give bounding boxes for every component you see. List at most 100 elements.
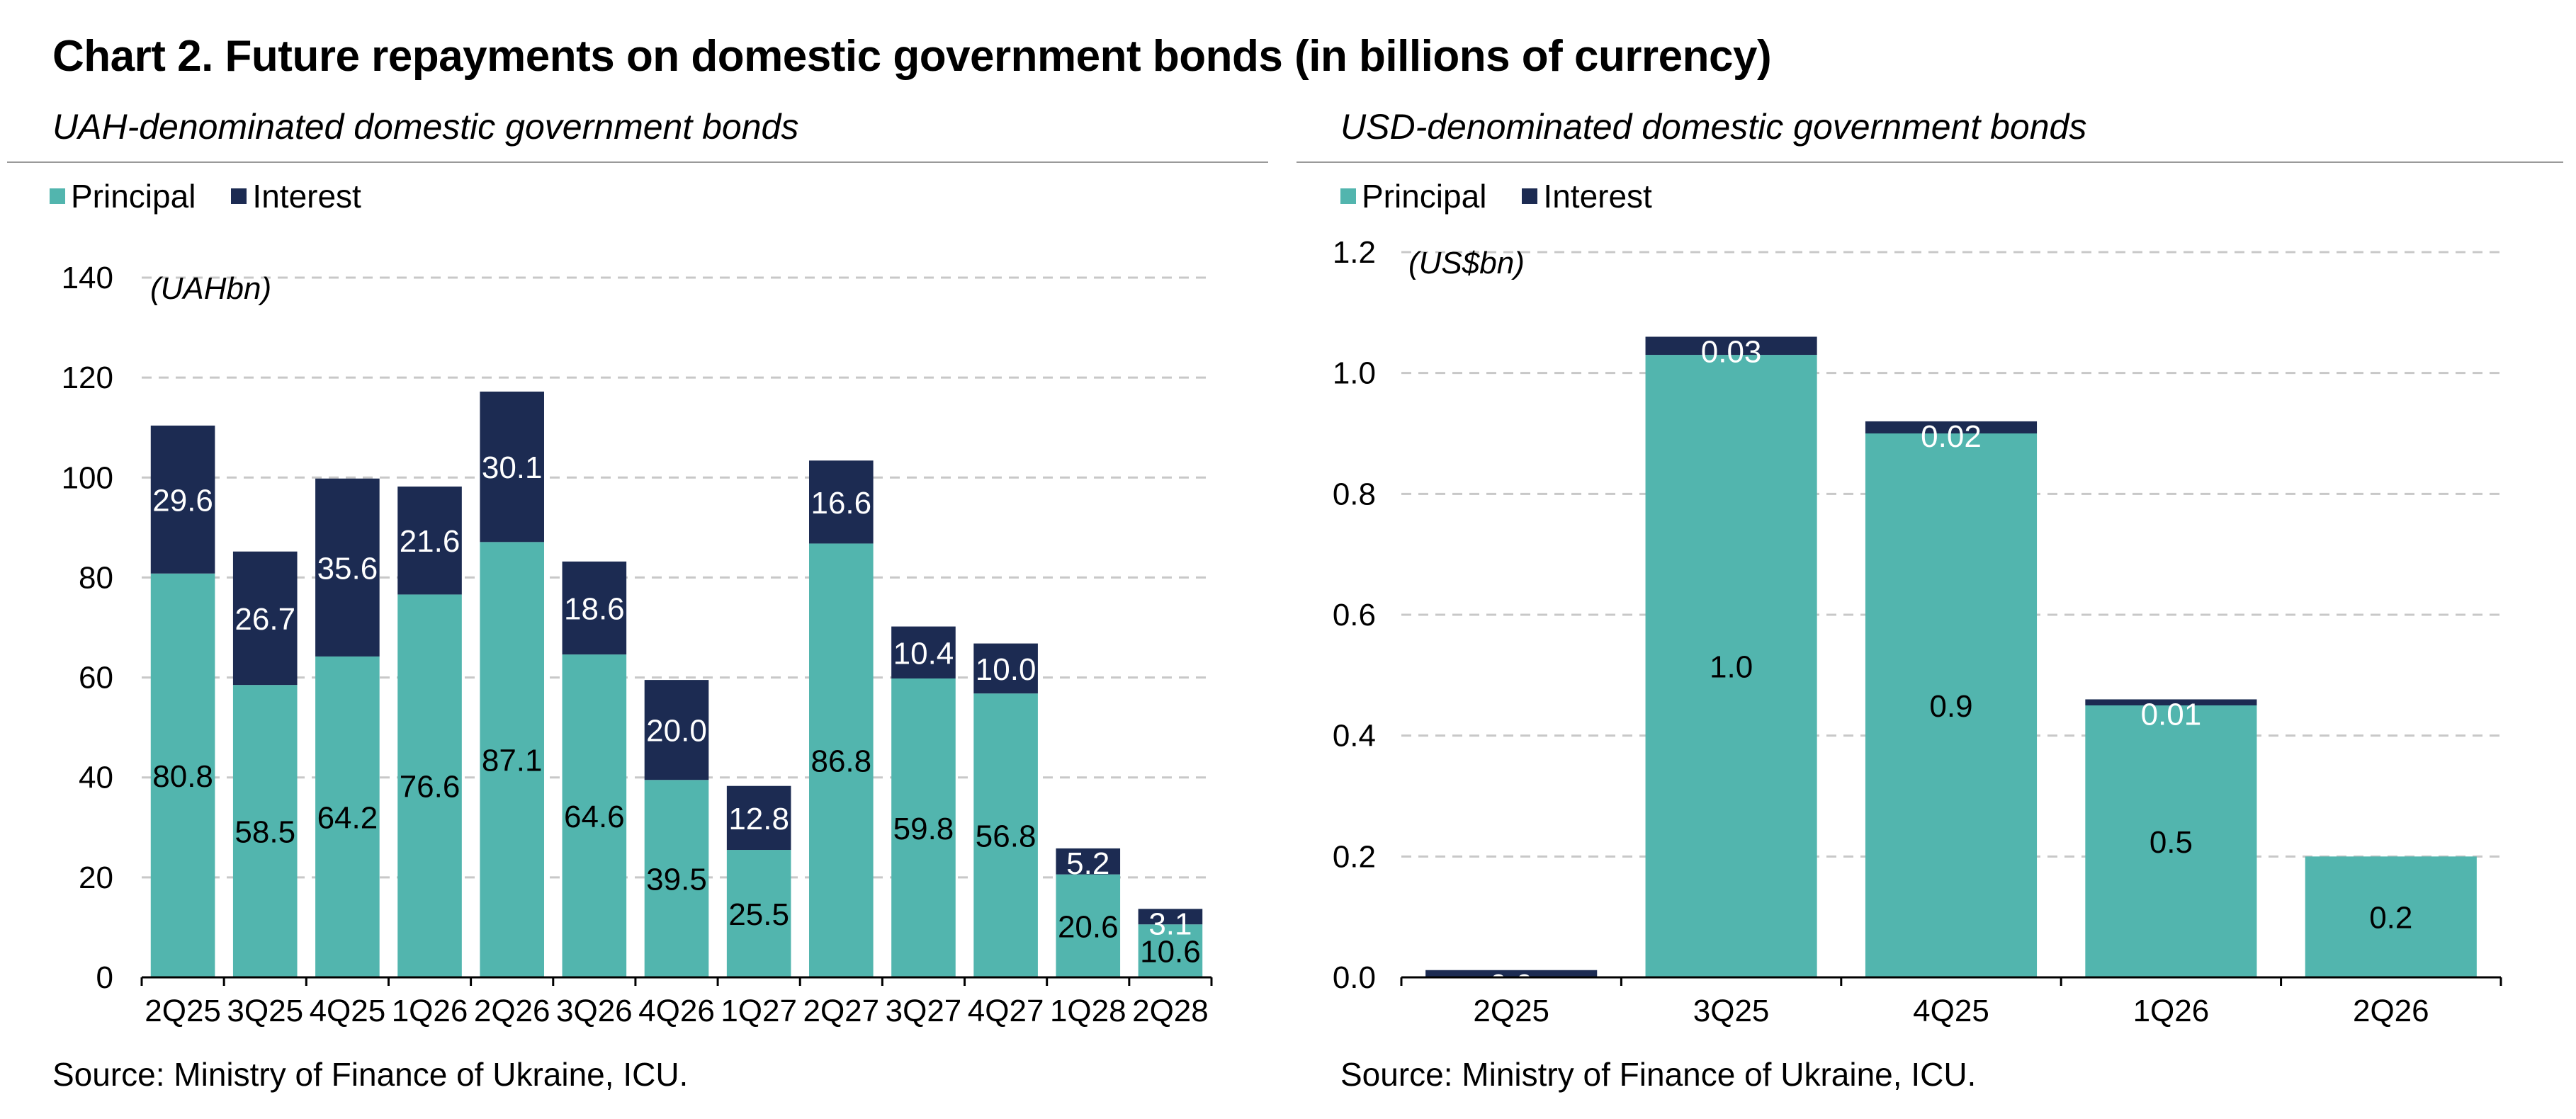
- y-tick-label: 1.2: [1333, 235, 1376, 270]
- y-tick-label: 80: [79, 560, 113, 595]
- principal-value-label: 80.8: [152, 759, 213, 794]
- interest-value-label: 3.1: [1148, 907, 1192, 941]
- uah-bar-chart: 0 20 40 60 80 100 120 140 (UAHbn) 80.8 29.6 58.5 26.…: [62, 261, 1213, 1028]
- x-tick-label: 3Q27: [886, 994, 962, 1028]
- y-unit-label: (UAHbn): [150, 271, 271, 306]
- interest-value-label: 5.2: [1066, 846, 1109, 881]
- principal-bar: [973, 693, 1038, 977]
- x-tick-label: 1Q26: [392, 994, 468, 1028]
- x-tick-label: 3Q25: [227, 994, 303, 1028]
- principal-bar: [1645, 355, 1817, 978]
- interest-bar: [809, 460, 874, 544]
- interest-bar: [1645, 336, 1817, 356]
- usd-divider: [1297, 161, 2563, 163]
- interest-bar: [726, 785, 791, 851]
- principal-bar: [232, 685, 298, 977]
- principal-value-label: 76.6: [400, 770, 461, 805]
- x-tick-label: 2Q26: [474, 994, 550, 1028]
- interest-value-label: 35.6: [317, 551, 378, 586]
- x-tick-label: 2Q25: [145, 994, 221, 1028]
- y-tick-label: 1.0: [1333, 356, 1376, 391]
- usd-source-note: Source: Ministry of Finance of Ukraine, …: [1340, 1056, 1977, 1093]
- interest-bar: [480, 391, 544, 543]
- uah-chart-subtitle: UAH-denominated domestic government bond…: [52, 107, 799, 147]
- interest-value-label: 0.03: [1701, 334, 1762, 369]
- principal-bar: [150, 573, 215, 977]
- x-tick-label: 4Q25: [310, 994, 386, 1028]
- y-tick-label: 60: [79, 661, 113, 695]
- y-tick-label: 0.6: [1333, 598, 1376, 632]
- x-tick-label: 1Q26: [2133, 994, 2210, 1028]
- usd-bar-chart: 0.0 0.2 0.4 0.6 0.8 1.0 1.2 (US$bn) 0.0 1.0 0.03 0.…: [1333, 235, 2502, 1028]
- interest-bar: [562, 561, 627, 655]
- x-tick-label: 4Q27: [968, 994, 1044, 1028]
- legend-item-principal: Principal: [50, 177, 196, 215]
- principal-swatch: [1340, 188, 1356, 204]
- principal-value-label: 64.2: [317, 800, 378, 835]
- principal-bar: [1138, 924, 1203, 977]
- y-tick-label: 20: [79, 860, 113, 895]
- x-tick-label: 2Q27: [803, 994, 879, 1028]
- x-tick-label: 3Q26: [556, 994, 633, 1028]
- legend-item-interest: Interest: [231, 177, 361, 215]
- principal-value-label: 10.6: [1140, 935, 1201, 970]
- interest-value-label: 16.6: [810, 486, 871, 521]
- principal-bar: [2085, 705, 2257, 977]
- x-tick-label: 1Q27: [721, 994, 797, 1028]
- usd-chart-panel: USD-denominated domestic government bond…: [1297, 99, 2576, 1119]
- interest-bar: [397, 486, 462, 595]
- usd-chart-subtitle: USD-denominated domestic government bond…: [1340, 107, 2087, 147]
- legend-label-principal: Principal: [1362, 178, 1487, 215]
- x-tick-label: 4Q26: [638, 994, 715, 1028]
- interest-bar: [644, 680, 709, 780]
- principal-value-label: 56.8: [976, 819, 1036, 854]
- principal-bar: [2305, 856, 2477, 977]
- uah-divider: [7, 161, 1268, 163]
- principal-bar: [397, 594, 462, 977]
- interest-bar: [1056, 848, 1121, 875]
- principal-value-label: 0.9: [1929, 689, 1972, 724]
- principal-value-label: 1.0: [1710, 650, 1753, 685]
- interest-value-label: 12.8: [728, 802, 789, 836]
- interest-bar: [150, 425, 215, 574]
- interest-bar: [1138, 909, 1203, 925]
- interest-bar: [973, 643, 1038, 694]
- interest-bar: [1865, 421, 2038, 433]
- principal-value-label: 86.8: [810, 744, 871, 779]
- x-tick-label: 3Q25: [1693, 994, 1770, 1028]
- y-tick-label: 0.2: [1333, 839, 1376, 874]
- principal-value-label: 59.8: [893, 812, 954, 846]
- interest-value-label: 21.6: [400, 524, 461, 559]
- principal-value-label: 87.1: [482, 744, 543, 778]
- principal-bar: [480, 542, 544, 977]
- interest-value-label: 30.1: [482, 450, 543, 485]
- y-tick-label: 120: [62, 360, 113, 395]
- principal-bar: [809, 543, 874, 977]
- y-tick-label: 0: [96, 960, 113, 995]
- principal-bar: [726, 850, 791, 977]
- y-tick-label: 0.8: [1333, 477, 1376, 511]
- legend-item-principal: Principal: [1340, 177, 1486, 215]
- principal-value-label: 25.5: [728, 897, 789, 932]
- interest-bar: [315, 478, 380, 657]
- interest-value-label: 10.4: [893, 636, 954, 671]
- interest-value-label: 20.0: [646, 714, 707, 749]
- uah-source-note: Source: Ministry of Finance of Ukraine, …: [52, 1056, 689, 1093]
- legend-label-principal: Principal: [71, 178, 196, 215]
- x-tick-label: 2Q25: [1473, 994, 1549, 1028]
- x-tick-label: 2Q26: [2353, 994, 2429, 1028]
- principal-bar: [1056, 874, 1121, 977]
- interest-value-label: 10.0: [976, 652, 1036, 687]
- principal-value-label: 64.6: [564, 800, 625, 834]
- principal-swatch: [50, 188, 65, 204]
- y-unit-label: (US$bn): [1408, 246, 1525, 280]
- interest-bar: [1425, 970, 1598, 977]
- interest-value-label: 26.7: [235, 602, 295, 637]
- principal-bar: [315, 656, 380, 977]
- uah-legend: Principal Interest: [50, 177, 361, 215]
- interest-swatch: [1522, 188, 1538, 204]
- interest-value-label: 0.0: [1490, 968, 1533, 1003]
- uah-chart-panel: UAH-denominated domestic government bond…: [0, 99, 1275, 1119]
- interest-bar: [2085, 699, 2257, 705]
- principal-value-label: 20.6: [1058, 909, 1119, 944]
